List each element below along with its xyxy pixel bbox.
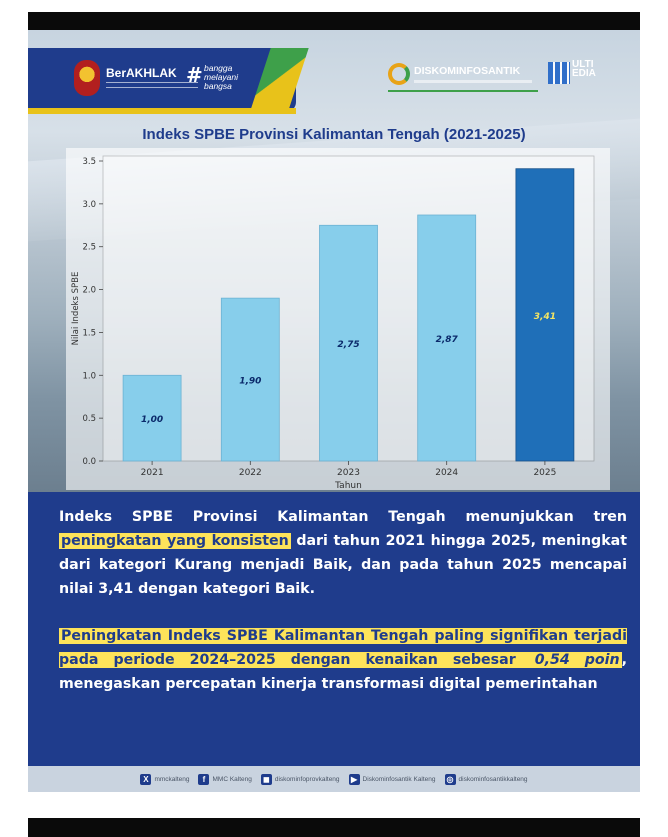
- paragraph-1: Indeks SPBE Provinsi Kalimantan Tengah m…: [59, 505, 627, 601]
- header-accent: [28, 108, 296, 114]
- social-link[interactable]: ▶ Diskominfosantik Kalteng: [348, 773, 436, 785]
- y-tick-label: 0.5: [82, 414, 96, 424]
- y-tick-label: 2.5: [82, 243, 96, 253]
- social-link-label: diskominfoprovkalteng: [274, 775, 340, 783]
- bar: [515, 168, 575, 462]
- x-axis-label: Tahun: [334, 481, 362, 491]
- social-link-label: diskominfosantikkalteng: [458, 775, 528, 783]
- social-link[interactable]: f MMC Kalteng: [198, 773, 252, 785]
- y-tick-label: 1.0: [82, 371, 96, 381]
- y-tick-label: 1.5: [82, 328, 96, 338]
- y-axis-label: Nilai Indeks SPBE: [71, 272, 81, 346]
- bar-value-label: 3,41: [534, 312, 556, 322]
- agency-subtitle: [414, 80, 532, 83]
- web-icon: ◼: [260, 773, 272, 785]
- youtube-icon: ▶: [348, 773, 360, 785]
- y-tick-label: 2.0: [82, 286, 96, 296]
- provincial-emblem-icon: [74, 60, 100, 96]
- tagline-mark: #: [186, 63, 203, 87]
- paragraph-1-text: Indeks SPBE Provinsi Kalimantan Tengah m…: [59, 509, 627, 525]
- highlight-consistent-increase: peningkatan yang konsisten: [59, 533, 291, 549]
- bar: [220, 297, 280, 462]
- x-tick-label: 2023: [337, 468, 360, 478]
- x-tick-label: 2022: [239, 468, 262, 478]
- bar-value-label: 2,75: [337, 340, 359, 350]
- social-link-label: Diskominfosantik Kalteng: [362, 775, 436, 783]
- tagline-line: bangsa: [204, 81, 232, 91]
- agency-underline: [388, 90, 538, 92]
- paragraph-2: Peningkatan Indeks SPBE Kalimantan Tenga…: [59, 624, 627, 696]
- multimedia-logo: ULTI EDIA: [548, 60, 608, 90]
- chart-title: Indeks SPBE Provinsi Kalimantan Tengah (…: [142, 126, 526, 143]
- tagline: bangga melayani bangsa: [204, 64, 238, 91]
- y-tick-label: 3.5: [82, 157, 96, 167]
- chart-area: Indeks SPBE Provinsi Kalimantan Tengah (…: [28, 116, 640, 496]
- diskominfosantik-logo-icon: [388, 63, 410, 85]
- x-tick-label: 2025: [533, 468, 556, 478]
- agency-name: DISKOMINFOSANTIK: [414, 65, 521, 77]
- y-tick-label: 3.0: [82, 200, 96, 210]
- facebook-icon: f: [198, 773, 210, 785]
- social-link[interactable]: ◎ diskominfosantikkalteng: [444, 773, 528, 785]
- paragraph-1-text: dari tahun 2021 hingga 2025, meningkat d…: [59, 533, 627, 597]
- top-black-bar: [28, 12, 640, 30]
- bar-value-label: 1,00: [141, 415, 163, 425]
- multimedia-line: EDIA: [572, 68, 596, 79]
- multimedia-line: ULTI: [572, 59, 594, 70]
- x-tick-label: 2021: [141, 468, 164, 478]
- social-link-label: mmckalteng: [154, 775, 190, 783]
- multimedia-text: ULTI EDIA: [572, 59, 596, 79]
- bar: [122, 374, 182, 462]
- berakhlak-logo: BerAKHLAK: [106, 66, 177, 80]
- social-link-label: MMC Kalteng: [212, 775, 252, 783]
- x-tick-label: 2024: [435, 468, 458, 478]
- bar-value-label: 2,87: [436, 335, 459, 345]
- highlight-points: 0,54 poin: [532, 652, 622, 668]
- bottom-black-bar: [28, 818, 640, 837]
- y-tick-label: 0.0: [82, 457, 96, 467]
- bar-chart: 0.0 0.5 1.0 1.5 2.0 2.5 3.0 3.5 1,00 2021 1,90 2022…: [66, 148, 610, 491]
- x-icon: X: [140, 773, 152, 785]
- tagline-line: bangga: [204, 63, 233, 73]
- berakhlak-subtitle: [106, 82, 198, 88]
- summary-panel: Indeks SPBE Provinsi Kalimantan Tengah m…: [28, 492, 640, 766]
- infographic-poster: BerAKHLAK # bangga melayani bangsa DISKO…: [28, 30, 640, 792]
- header-band: [28, 48, 296, 112]
- tagline-line: melayani: [204, 72, 239, 82]
- bar: [417, 214, 477, 462]
- paragraph-2-text: , menegaskan percepatan kinerja transfor…: [59, 652, 628, 692]
- bar-value-label: 1,90: [239, 377, 261, 387]
- multimedia-grid-icon: [548, 62, 570, 84]
- social-link[interactable]: ◼ diskominfoprovkalteng: [260, 773, 340, 785]
- instagram-icon: ◎: [444, 773, 456, 785]
